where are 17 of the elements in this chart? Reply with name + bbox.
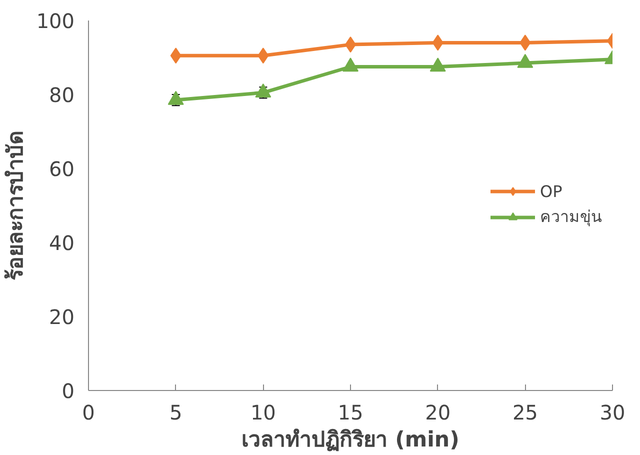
- y-tick-label: 100: [36, 9, 75, 33]
- x-axis-title: เวลาทำปฏิกิริยา (min): [242, 428, 460, 452]
- x-tick-label: 5: [169, 400, 182, 424]
- legend-label: OP: [540, 182, 562, 200]
- x-tick-label: 10: [250, 400, 276, 424]
- x-tick-label: 30: [600, 400, 626, 424]
- y-tick-label: 0: [62, 379, 75, 403]
- x-tick-label: 15: [338, 400, 364, 424]
- y-axis-title: ร้อยละการบำบัด: [3, 130, 28, 280]
- legend-label: ความขุ่น: [540, 206, 602, 228]
- y-tick-label: 40: [49, 231, 75, 255]
- x-tick-label: 25: [512, 400, 538, 424]
- x-tick-label: 20: [425, 400, 451, 424]
- y-tick-label: 20: [49, 305, 75, 329]
- x-tick-label: 0: [82, 400, 95, 424]
- y-tick-label: 80: [49, 83, 75, 107]
- y-tick-label: 60: [49, 157, 75, 181]
